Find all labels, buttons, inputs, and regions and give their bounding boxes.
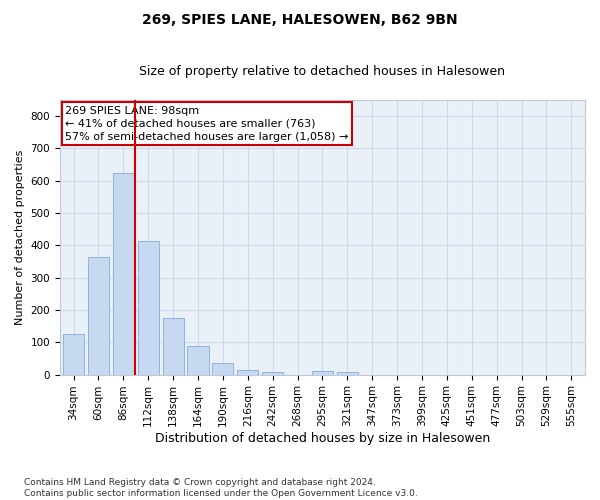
Bar: [63, 334, 84, 374]
Bar: [137, 240, 159, 374]
Bar: [88, 256, 109, 374]
Bar: [337, 372, 358, 374]
Text: 269, SPIES LANE, HALESOWEN, B62 9BN: 269, SPIES LANE, HALESOWEN, B62 9BN: [142, 12, 458, 26]
Bar: [187, 346, 209, 374]
Bar: [113, 172, 134, 374]
Bar: [212, 364, 233, 374]
Bar: [262, 372, 283, 374]
Y-axis label: Number of detached properties: Number of detached properties: [15, 150, 25, 325]
Bar: [237, 370, 259, 374]
X-axis label: Distribution of detached houses by size in Halesowen: Distribution of detached houses by size …: [155, 432, 490, 445]
Bar: [312, 372, 333, 374]
Text: 269 SPIES LANE: 98sqm
← 41% of detached houses are smaller (763)
57% of semi-det: 269 SPIES LANE: 98sqm ← 41% of detached …: [65, 106, 349, 142]
Title: Size of property relative to detached houses in Halesowen: Size of property relative to detached ho…: [139, 65, 505, 78]
Text: Contains HM Land Registry data © Crown copyright and database right 2024.
Contai: Contains HM Land Registry data © Crown c…: [24, 478, 418, 498]
Bar: [163, 318, 184, 374]
